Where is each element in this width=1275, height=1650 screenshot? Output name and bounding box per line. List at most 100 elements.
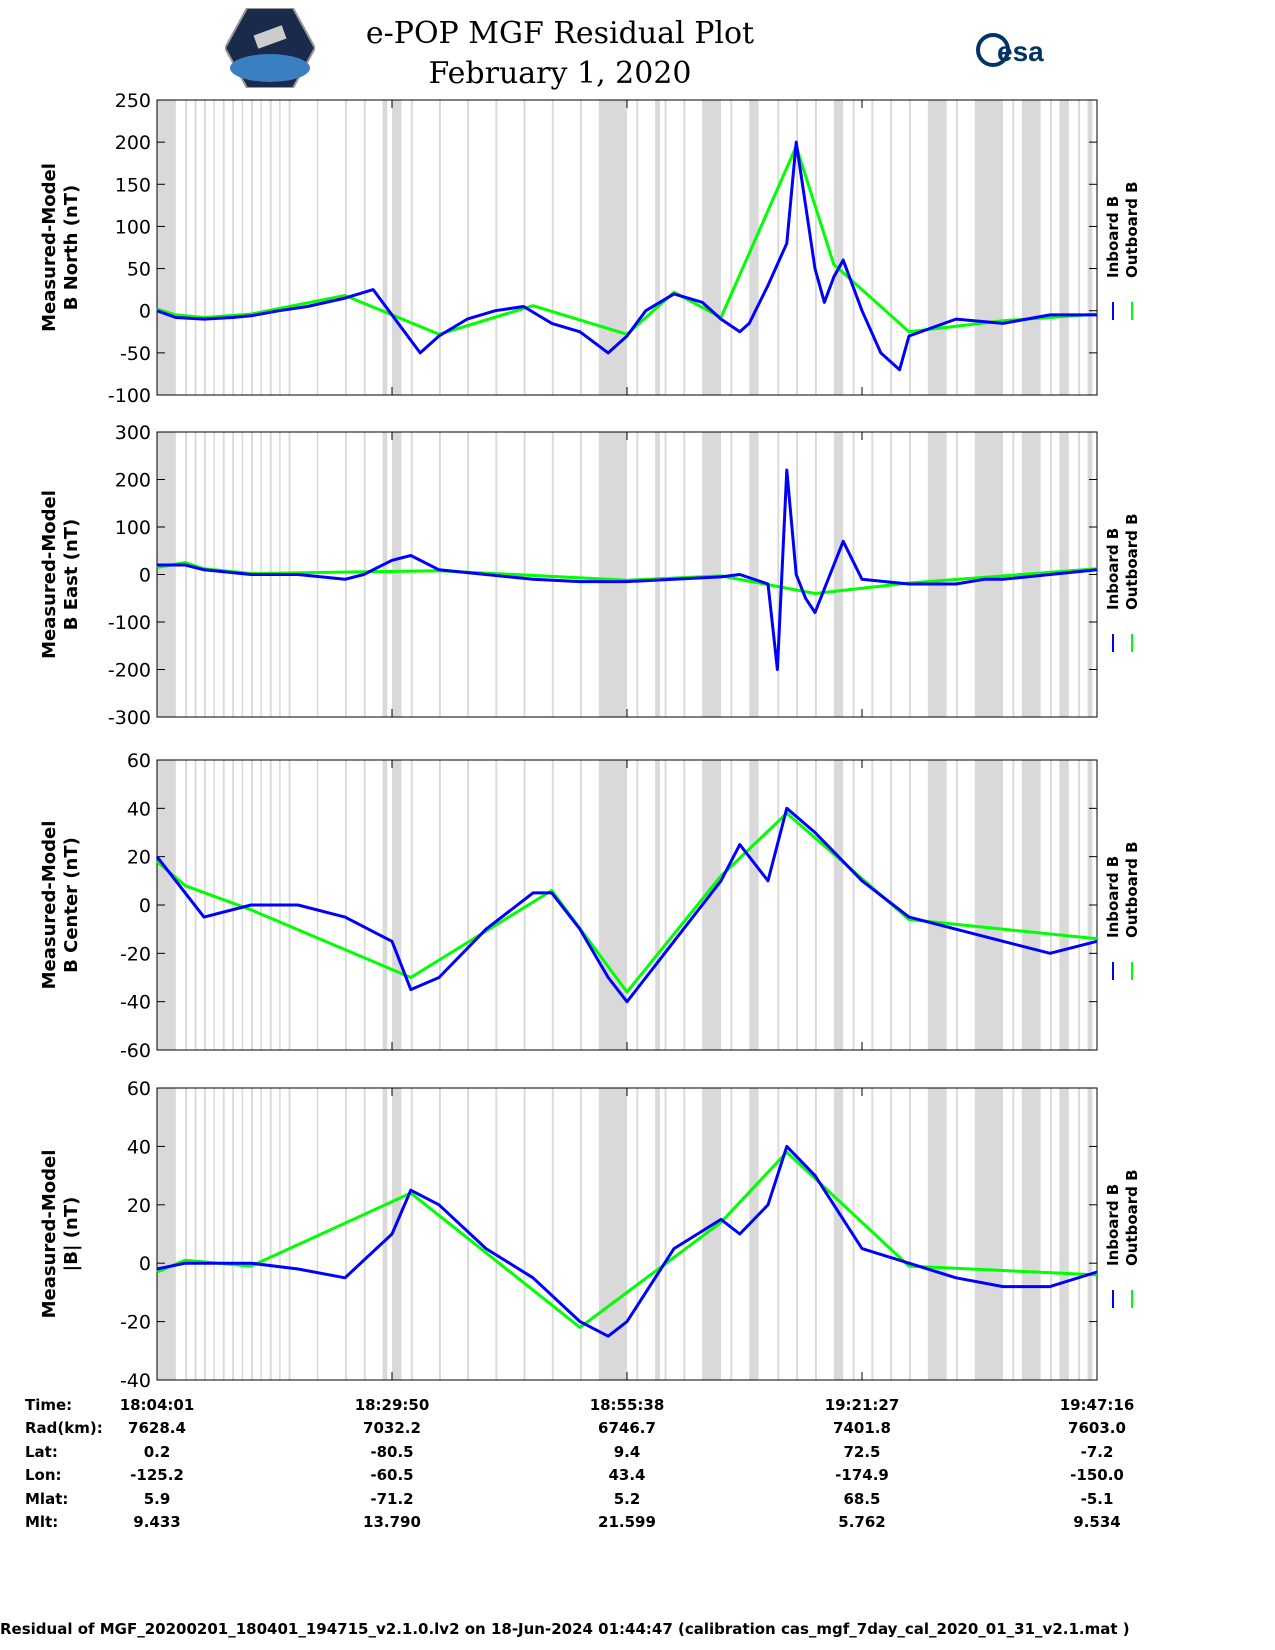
data-gap-band bbox=[1087, 1088, 1093, 1380]
data-gap-band bbox=[683, 760, 686, 1050]
data-gap-band bbox=[345, 432, 347, 717]
data-gap-band bbox=[222, 432, 225, 717]
y-tick-label: -100 bbox=[108, 385, 151, 407]
data-gap-band bbox=[815, 100, 817, 395]
data-gap-band bbox=[157, 760, 176, 1050]
data-gap-band bbox=[909, 760, 911, 1050]
data-gap-band bbox=[392, 760, 402, 1050]
data-gap-band bbox=[1021, 1088, 1041, 1380]
data-gap-band bbox=[890, 432, 893, 717]
ephemeris-cell: 9.534 bbox=[1073, 1513, 1121, 1531]
data-gap-band bbox=[241, 760, 244, 1050]
svg-text:esa: esa bbox=[997, 36, 1044, 67]
data-gap-band bbox=[157, 432, 176, 717]
data-gap-band bbox=[467, 100, 470, 395]
data-gap-band bbox=[213, 760, 215, 1050]
data-gap-band bbox=[683, 432, 686, 717]
data-gap-band bbox=[1078, 760, 1081, 1050]
ephemeris-cell: 19:47:16 bbox=[1059, 1396, 1135, 1414]
data-gap-band bbox=[392, 1088, 402, 1380]
data-gap-band bbox=[495, 1088, 498, 1380]
ephemeris-cell: 7401.8 bbox=[833, 1419, 891, 1437]
ephemeris-cell: -174.9 bbox=[835, 1466, 889, 1484]
data-gap-band bbox=[664, 1088, 667, 1380]
data-gap-band bbox=[956, 100, 958, 395]
data-gap-band bbox=[852, 100, 855, 395]
data-gap-band bbox=[871, 760, 874, 1050]
data-gap-band bbox=[749, 432, 759, 717]
ephemeris-row-label: Mlt: bbox=[25, 1513, 59, 1531]
data-gap-band bbox=[909, 1088, 911, 1380]
legend-label-outboard: Outboard B bbox=[1123, 513, 1141, 610]
series-line-outboard-b bbox=[156, 561, 1098, 595]
data-gap-band bbox=[345, 100, 347, 395]
footer-caption: Residual of MGF_20200201_180401_194715_v… bbox=[0, 1620, 1130, 1638]
ephemeris-cell: 9.4 bbox=[613, 1443, 641, 1461]
y-tick-label: -40 bbox=[120, 1370, 151, 1392]
y-axis-label-line2: B Center (nT) bbox=[61, 837, 82, 973]
data-gap-band bbox=[1059, 760, 1069, 1050]
ephemeris-row-label: Lat: bbox=[25, 1443, 58, 1461]
y-tick-label: 300 bbox=[115, 422, 151, 444]
data-gap-band bbox=[363, 1088, 366, 1380]
data-gap-band bbox=[288, 100, 291, 395]
data-gap-band bbox=[655, 432, 660, 717]
y-tick-label: 0 bbox=[139, 565, 151, 587]
data-gap-band bbox=[927, 760, 947, 1050]
data-gap-band bbox=[852, 432, 855, 717]
data-gap-band bbox=[232, 100, 235, 395]
data-gap-band bbox=[598, 100, 627, 395]
data-gap-band bbox=[974, 1088, 1003, 1380]
data-gap-band bbox=[580, 100, 582, 395]
data-gap-band bbox=[702, 100, 721, 395]
data-gap-band bbox=[815, 760, 817, 1050]
data-gap-band bbox=[1012, 760, 1015, 1050]
data-gap-band bbox=[382, 760, 388, 1050]
plot-date: February 1, 2020 bbox=[428, 56, 692, 91]
data-gap-band bbox=[363, 100, 366, 395]
data-gap-band bbox=[194, 100, 197, 395]
data-gap-band bbox=[580, 760, 582, 1050]
data-gap-band bbox=[871, 432, 874, 717]
data-gap-band bbox=[523, 760, 526, 1050]
data-gap-band bbox=[382, 100, 388, 395]
data-gap-band bbox=[194, 432, 197, 717]
ephemeris-cell: 7628.4 bbox=[128, 1419, 186, 1437]
legend-label-outboard: Outboard B bbox=[1123, 181, 1141, 278]
data-gap-band bbox=[185, 432, 188, 717]
data-gap-band bbox=[636, 100, 639, 395]
data-gap-band bbox=[749, 760, 759, 1050]
data-gap-band bbox=[833, 1088, 844, 1380]
series-line-inboard-b bbox=[156, 1144, 1098, 1338]
y-axis-label-line1: Measured-Model bbox=[39, 490, 60, 659]
ephemeris-row-label: Rad(km): bbox=[25, 1419, 103, 1437]
series-line-inboard-b bbox=[156, 140, 1097, 372]
data-gap-band bbox=[439, 760, 441, 1050]
y-tick-label: 20 bbox=[127, 847, 151, 869]
data-gap-band bbox=[495, 760, 498, 1050]
data-gap-band bbox=[1078, 432, 1081, 717]
data-gap-band bbox=[1059, 100, 1069, 395]
data-gap-band bbox=[890, 1088, 893, 1380]
data-gap-band bbox=[815, 432, 817, 717]
data-gap-band bbox=[551, 1088, 554, 1380]
data-gap-band bbox=[523, 100, 526, 395]
data-gap-band bbox=[1050, 760, 1052, 1050]
data-gap-band bbox=[279, 100, 281, 395]
y-tick-label: -200 bbox=[108, 660, 151, 682]
data-gap-band bbox=[157, 100, 176, 395]
ephemeris-cell: 5.2 bbox=[613, 1490, 641, 1508]
y-tick-label: 0 bbox=[139, 1253, 151, 1275]
ephemeris-cell: 18:55:38 bbox=[589, 1396, 665, 1414]
y-tick-label: 60 bbox=[127, 1078, 151, 1100]
data-gap-band bbox=[580, 432, 582, 717]
ephemeris-cell: 18:04:01 bbox=[119, 1396, 195, 1414]
y-tick-label: 60 bbox=[127, 750, 151, 772]
data-gap-band bbox=[213, 100, 215, 395]
y-tick-label: 20 bbox=[127, 1195, 151, 1217]
data-gap-band bbox=[222, 760, 225, 1050]
data-gap-band bbox=[683, 100, 686, 395]
data-gap-band bbox=[251, 1088, 253, 1380]
data-gap-band bbox=[730, 100, 733, 395]
data-gap-band bbox=[204, 1088, 206, 1380]
